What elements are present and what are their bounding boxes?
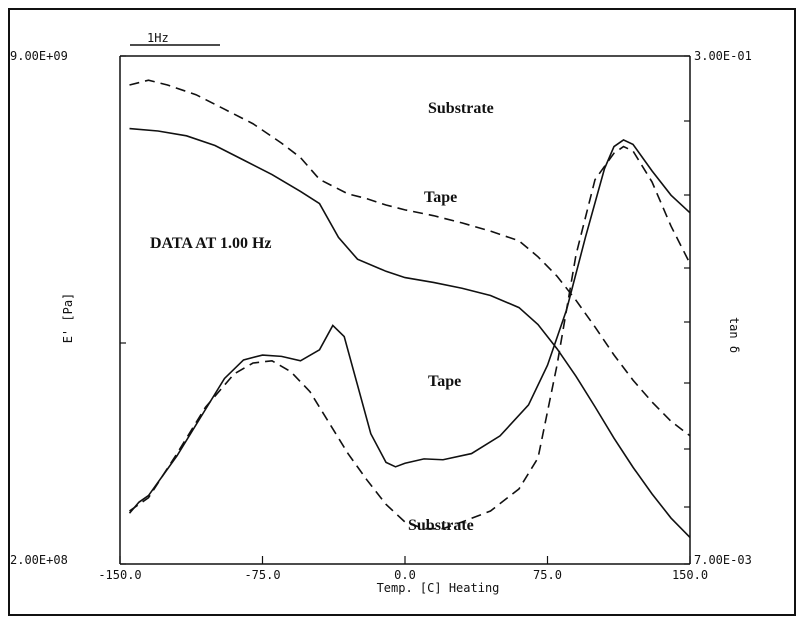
tape-left-series-line — [130, 129, 691, 538]
tape-tan-delta-label: Tape — [428, 373, 461, 390]
frequency-marker-label: 1Hz — [147, 31, 169, 45]
axis-tick-labels: 9.00E+09 2.00E+08 3.00E-01 7.00E-03 -150… — [10, 49, 752, 582]
y-right-axis-title: tan δ — [727, 317, 741, 353]
x-tick-label: 0.0 — [394, 568, 416, 582]
x-tick-label: 150.0 — [672, 568, 708, 582]
x-axis-title: Temp. [C] Heating — [377, 581, 500, 595]
tape-right-series-line — [130, 140, 691, 513]
tick-marks — [120, 56, 690, 564]
substrate-left-series-line — [130, 80, 691, 436]
frequency-marker: 1Hz — [130, 31, 220, 45]
annotations: Substrate Tape DATA AT 1.00 Hz Tape Subs… — [150, 100, 494, 534]
substrate-right-series-line — [130, 147, 691, 529]
substrate-tan-delta-label: Substrate — [408, 517, 474, 534]
substrate-storage-modulus-label: Substrate — [428, 100, 494, 117]
axes — [120, 56, 690, 564]
y-right-bottom-tick-label: 7.00E-03 — [694, 553, 752, 567]
series-layer — [130, 80, 691, 537]
x-tick-label: -150.0 — [98, 568, 141, 582]
y-right-top-tick-label: 3.00E-01 — [694, 49, 752, 63]
y-left-top-tick-label: 9.00E+09 — [10, 49, 68, 63]
axis-titles: Temp. [C] Heating E' [Pa] tan δ — [61, 293, 741, 595]
tape-storage-modulus-label: Tape — [424, 189, 457, 206]
x-tick-label: -75.0 — [244, 568, 280, 582]
x-tick-label: 75.0 — [533, 568, 562, 582]
data-frequency-note: DATA AT 1.00 Hz — [150, 235, 272, 252]
y-left-bottom-tick-label: 2.00E+08 — [10, 553, 68, 567]
y-left-axis-title: E' [Pa] — [61, 293, 75, 344]
